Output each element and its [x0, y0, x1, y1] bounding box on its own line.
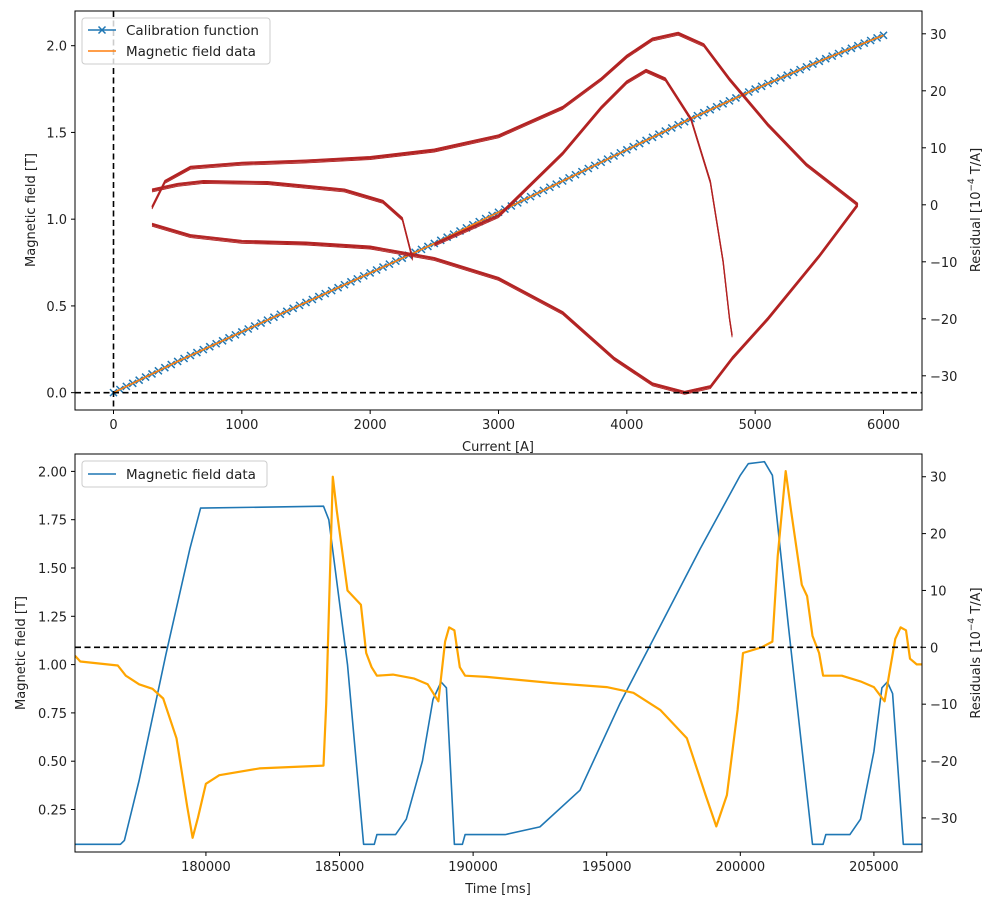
x-tick-label: 190000	[448, 860, 498, 875]
top-legend: Calibration function Magnetic field data	[81, 17, 271, 65]
top-reference-lines	[75, 11, 922, 410]
top-y-ticks: 0.0 0.5 1.0 1.5 2.0	[46, 40, 75, 402]
bottom-y-right-label-exp: −4	[967, 618, 977, 632]
x-tick-label: 185000	[315, 860, 365, 875]
bottom-x-axis-label: Time [ms]	[464, 882, 531, 897]
x-tick-label: 4000	[610, 418, 643, 433]
y-tick-label: 1.50	[38, 562, 67, 577]
y-right-tick-label: 0	[930, 641, 938, 656]
x-tick-label: 2000	[354, 418, 387, 433]
y-tick-label: 1.0	[46, 213, 67, 228]
x-tick-label: 180000	[181, 860, 231, 875]
y-right-tick-label: 30	[930, 471, 947, 486]
calibration-x-marker	[879, 31, 888, 40]
bottom-panel: 180000 185000 190000 195000 200000 205000 0.2…	[14, 453, 984, 897]
bottom-y-right-label-base: Residuals [10	[969, 631, 984, 718]
y-tick-label: 0.25	[38, 803, 67, 818]
bottom-y-right-ticks: 30 20 10 0 −10 −20 −30	[922, 471, 957, 827]
series-line-magnetic-field-data	[75, 460, 922, 846]
y-tick-label: 0.0	[46, 387, 67, 402]
series-line-residual-lower-branch-trace-0	[151, 202, 859, 392]
y-right-tick-label: −10	[930, 256, 957, 271]
top-x-axis-label: Current [A]	[462, 440, 534, 455]
y-right-tick-label: −30	[930, 812, 957, 827]
x-tick-label: 5000	[739, 418, 772, 433]
top-series-layer	[109, 31, 888, 397]
series-line-residual-lower-branch-trace-2	[151, 204, 859, 394]
bottom-y-right-axis-label: Residuals [10−4 T/A]	[967, 587, 984, 718]
series-line-residual-lower-branch-trace-3	[151, 205, 859, 395]
series-line-residual-middle-branch-trace-2	[151, 181, 413, 260]
x-tick-label: 1000	[225, 418, 258, 433]
legend-calibration-label: Calibration function	[126, 23, 259, 39]
x-tick-label: 6000	[867, 418, 900, 433]
bottom-x-ticks: 180000 185000 190000 195000 200000 205000	[181, 852, 899, 875]
y-tick-label: 0.5	[46, 300, 67, 315]
x-tick-label: 200000	[715, 860, 765, 875]
y-right-tick-label: 0	[930, 199, 938, 214]
top-y-right-ticks: 30 20 10 0 −10 −20 −30	[922, 28, 957, 385]
series-line-residual-middle-branch-trace-0	[151, 179, 413, 258]
y-right-tick-label: 10	[930, 584, 947, 599]
series-line-residual-upper-branch-trace-3	[151, 34, 859, 210]
y-tick-label: 2.0	[46, 40, 67, 55]
y-tick-label: 1.75	[38, 514, 67, 529]
top-x-ticks: 0 1000 2000 3000 4000 5000 6000	[109, 410, 900, 433]
y-right-tick-label: 10	[930, 142, 947, 157]
y-tick-label: 1.5	[46, 126, 67, 141]
y-right-tick-label: 20	[930, 528, 947, 543]
series-line-residuals	[75, 470, 922, 839]
top-y-axis-label: Magnetic field [T]	[24, 153, 39, 267]
bottom-y-right-label-unit: T/A]	[969, 587, 984, 617]
y-right-tick-label: −20	[930, 755, 957, 770]
y-tick-label: 2.00	[38, 465, 67, 480]
series-line-residual-peak-branch-trace-2	[434, 70, 733, 337]
legend-calibration-x-marker	[97, 25, 107, 35]
y-tick-label: 0.75	[38, 707, 67, 722]
series-line-residual-peak-branch-trace-1	[434, 69, 733, 336]
y-right-tick-label: −10	[930, 698, 957, 713]
y-tick-label: 1.25	[38, 610, 67, 625]
series-line-magnetic-field-data	[113, 34, 884, 394]
series-line-residual-upper-branch-trace-1	[151, 32, 859, 208]
y-right-tick-label: −20	[930, 313, 957, 328]
series-line-residual-peak-branch-trace-0	[434, 68, 733, 335]
bottom-y-ticks: 0.25 0.50 0.75 1.00 1.25 1.50 1.75 2.00	[38, 465, 75, 818]
series-line-residual-upper-branch-trace-2	[151, 33, 859, 209]
top-y-right-label-unit: T/A]	[969, 148, 984, 178]
bottom-legend: Magnetic field data	[81, 460, 268, 488]
top-panel: 0 1000 2000 3000 4000 5000 6000 0.0 0.5 1.0 1.5 2.…	[24, 10, 984, 455]
y-right-tick-label: 20	[930, 85, 947, 100]
y-tick-label: 0.50	[38, 755, 67, 770]
legend-bottom-field-label: Magnetic field data	[126, 467, 256, 483]
x-tick-label: 3000	[482, 418, 515, 433]
x-tick-label: 0	[109, 418, 117, 433]
bottom-axes-frame	[74, 453, 923, 853]
legend-field-label: Magnetic field data	[126, 44, 256, 60]
bottom-series-layer	[75, 460, 922, 846]
top-y-right-label-base: Residual [10	[969, 192, 984, 273]
top-legend-box	[81, 17, 271, 65]
bottom-y-axis-label: Magnetic field [T]	[14, 596, 29, 710]
bottom-legend-box	[81, 460, 268, 488]
top-y-right-label-exp: −4	[967, 178, 977, 192]
series-line-residual-middle-branch-trace-3	[151, 182, 413, 261]
y-tick-label: 1.00	[38, 659, 67, 674]
series-line-residual-lower-branch-trace-1	[151, 203, 859, 393]
series-line-residual-peak-branch-trace-3	[434, 71, 733, 338]
x-tick-label: 205000	[849, 860, 899, 875]
top-y-right-axis-label: Residual [10−4 T/A]	[967, 148, 984, 272]
y-right-tick-label: −30	[930, 370, 957, 385]
series-line-residual-middle-branch-trace-1	[151, 180, 414, 259]
x-tick-label: 195000	[582, 860, 632, 875]
y-right-tick-label: 30	[930, 28, 947, 43]
